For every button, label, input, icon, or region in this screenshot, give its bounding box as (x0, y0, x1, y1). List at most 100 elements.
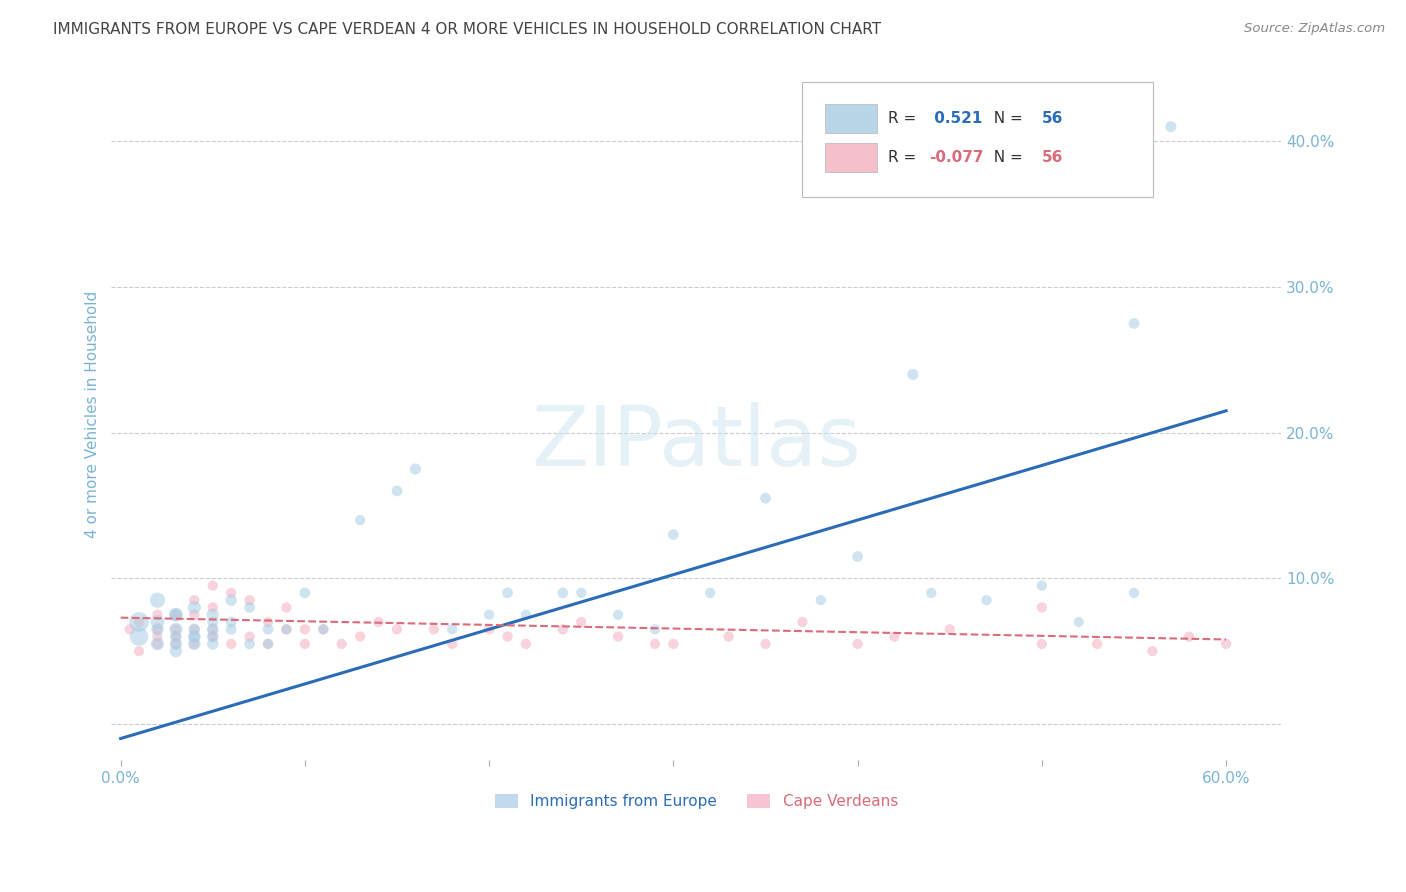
Point (478, 622, 501, 636)
Point (219, 637, 242, 651)
Point (717, 630, 740, 644)
Point (551, 622, 574, 636)
Text: N =: N = (984, 150, 1028, 165)
FancyBboxPatch shape (825, 103, 876, 133)
Text: 0.521: 0.521 (929, 111, 983, 126)
Text: IMMIGRANTS FROM EUROPE VS CAPE VERDEAN 4 OR MORE VEHICLES IN HOUSEHOLD CORRELATI: IMMIGRANTS FROM EUROPE VS CAPE VERDEAN 4… (53, 22, 882, 37)
Point (165, 607, 187, 622)
Point (662, 637, 685, 651)
Text: -0.077: -0.077 (929, 150, 984, 165)
Point (423, 622, 446, 636)
Point (183, 600, 205, 615)
Point (183, 630, 205, 644)
Point (367, 615, 389, 629)
Point (201, 622, 224, 636)
Point (165, 622, 187, 636)
Point (515, 637, 537, 651)
Point (239, 637, 262, 651)
Point (496, 586, 519, 600)
Text: 56: 56 (1042, 111, 1063, 126)
Point (920, 586, 942, 600)
Point (201, 630, 224, 644)
Point (219, 586, 242, 600)
Point (349, 630, 371, 644)
Point (165, 607, 187, 622)
Point (1123, 317, 1146, 331)
Point (257, 637, 280, 651)
Point (496, 630, 519, 644)
Text: R =: R = (889, 150, 921, 165)
Point (441, 622, 464, 636)
Point (901, 368, 924, 382)
Point (294, 637, 316, 651)
Point (183, 630, 205, 644)
Point (607, 607, 630, 622)
Point (165, 630, 187, 644)
Point (165, 607, 187, 622)
Point (201, 607, 224, 622)
Point (569, 586, 592, 600)
Point (276, 622, 298, 636)
Point (239, 593, 262, 607)
Point (644, 637, 666, 651)
Point (183, 637, 205, 651)
Point (330, 637, 353, 651)
Point (128, 630, 150, 644)
Point (312, 622, 335, 636)
Point (201, 578, 224, 592)
FancyBboxPatch shape (801, 82, 1153, 196)
Point (276, 622, 298, 636)
Point (662, 527, 685, 541)
Point (294, 586, 316, 600)
Point (183, 607, 205, 622)
Point (201, 622, 224, 636)
Point (165, 644, 187, 658)
Point (128, 615, 150, 629)
Point (219, 622, 242, 636)
Text: 56: 56 (1042, 150, 1063, 165)
Point (146, 637, 169, 651)
Point (1142, 644, 1164, 658)
Point (239, 600, 262, 615)
Point (183, 622, 205, 636)
Point (1215, 637, 1237, 651)
Point (754, 637, 776, 651)
Point (515, 607, 537, 622)
Point (201, 600, 224, 615)
Point (128, 644, 150, 658)
Point (219, 615, 242, 629)
Point (1031, 578, 1053, 592)
Point (201, 637, 224, 651)
Point (146, 615, 169, 629)
Point (792, 615, 814, 629)
Point (183, 593, 205, 607)
Point (1178, 630, 1201, 644)
Point (754, 491, 776, 506)
Point (385, 483, 408, 498)
Point (1067, 615, 1090, 629)
Point (699, 586, 721, 600)
Text: Source: ZipAtlas.com: Source: ZipAtlas.com (1244, 22, 1385, 36)
Point (1123, 586, 1146, 600)
Point (404, 462, 426, 476)
Point (257, 622, 280, 636)
Point (239, 630, 262, 644)
Point (165, 637, 187, 651)
Point (883, 630, 905, 644)
Point (607, 630, 630, 644)
Point (1160, 120, 1182, 134)
Point (219, 593, 242, 607)
Point (846, 549, 869, 564)
Point (183, 622, 205, 636)
Point (1085, 637, 1108, 651)
Point (478, 607, 501, 622)
Legend: Immigrants from Europe, Cape Verdeans: Immigrants from Europe, Cape Verdeans (489, 788, 904, 815)
Point (146, 593, 169, 607)
Point (146, 622, 169, 636)
Point (118, 622, 141, 636)
Point (183, 637, 205, 651)
Point (257, 637, 280, 651)
Point (1031, 600, 1053, 615)
FancyBboxPatch shape (825, 143, 876, 171)
Point (165, 630, 187, 644)
